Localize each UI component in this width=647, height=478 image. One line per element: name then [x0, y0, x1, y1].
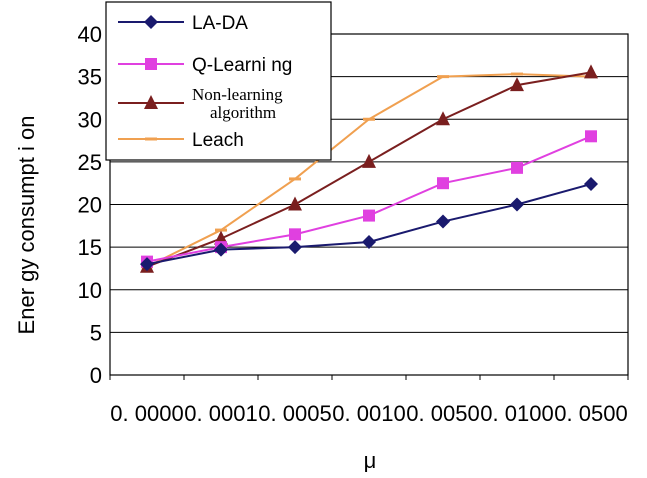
data-point — [214, 242, 228, 257]
legend-label: Non-learning — [192, 85, 283, 104]
y-tick-label: 0 — [90, 363, 102, 388]
data-point — [363, 117, 375, 121]
y-axis-title: Ener gy consumpt i on — [14, 116, 39, 335]
x-tick-label: 0. 0000 — [110, 401, 183, 426]
data-point — [363, 209, 375, 222]
legend-swatch-marker — [144, 15, 158, 29]
x-tick-label: 0. 0005 — [258, 401, 331, 426]
data-point — [511, 72, 523, 76]
y-tick-label: 20 — [78, 193, 102, 218]
data-point — [289, 177, 301, 181]
series-lines — [140, 64, 598, 273]
y-tick-label: 25 — [78, 150, 102, 175]
data-point — [510, 77, 524, 92]
legend-item: Q-Learni ng — [118, 55, 292, 76]
data-point — [437, 75, 449, 79]
legend-item: LA-DA — [118, 13, 248, 34]
data-point — [215, 228, 227, 232]
y-tick-label: 35 — [78, 65, 102, 90]
legend-label: Leach — [192, 130, 244, 151]
data-point — [585, 130, 597, 143]
x-tick-label: 0. 0001 — [184, 401, 257, 426]
data-point — [288, 240, 302, 255]
x-tick-label: 0. 0500 — [554, 401, 627, 426]
data-point — [437, 177, 449, 190]
legend-item: Leach — [118, 130, 244, 151]
data-point — [436, 111, 450, 126]
data-point — [289, 228, 301, 241]
legend-box — [105, 1, 332, 161]
data-point — [214, 230, 228, 245]
data-point — [511, 161, 523, 174]
y-tick-labels: 0 5 10 15 20 25 30 35 40 — [78, 22, 102, 388]
data-point — [362, 235, 376, 250]
x-tick-label: 0. 0100 — [480, 401, 553, 426]
series-non-learning-algorithm — [140, 64, 598, 273]
y-tick-label: 10 — [78, 278, 102, 303]
data-point — [288, 196, 302, 211]
legend-label: Q-Learni ng — [192, 55, 292, 76]
series-la-da — [140, 177, 598, 272]
data-point — [436, 214, 450, 229]
data-point — [584, 177, 598, 192]
y-tick-label: 5 — [90, 320, 102, 345]
legend-label-continued: algorithm — [210, 103, 276, 122]
x-tick-label: 0. 0010 — [332, 401, 405, 426]
legend-swatch-marker — [145, 58, 157, 70]
y-tick-label: 40 — [78, 22, 102, 47]
y-tick-label: 30 — [78, 107, 102, 132]
data-point — [362, 153, 376, 168]
data-point — [140, 257, 154, 272]
legend-swatch-marker — [144, 95, 158, 109]
x-axis-title: μ — [364, 448, 377, 473]
x-tick-labels: 0. 0000 0. 0001 0. 0005 0. 0010 0. 0050 0. 01… — [110, 401, 627, 426]
y-tick-label: 15 — [78, 235, 102, 260]
x-tick-label: 0. 0050 — [406, 401, 479, 426]
legend-swatch-marker — [145, 137, 157, 141]
data-point — [510, 197, 524, 212]
legend-label: LA-DA — [192, 13, 248, 34]
data-point — [584, 64, 598, 79]
